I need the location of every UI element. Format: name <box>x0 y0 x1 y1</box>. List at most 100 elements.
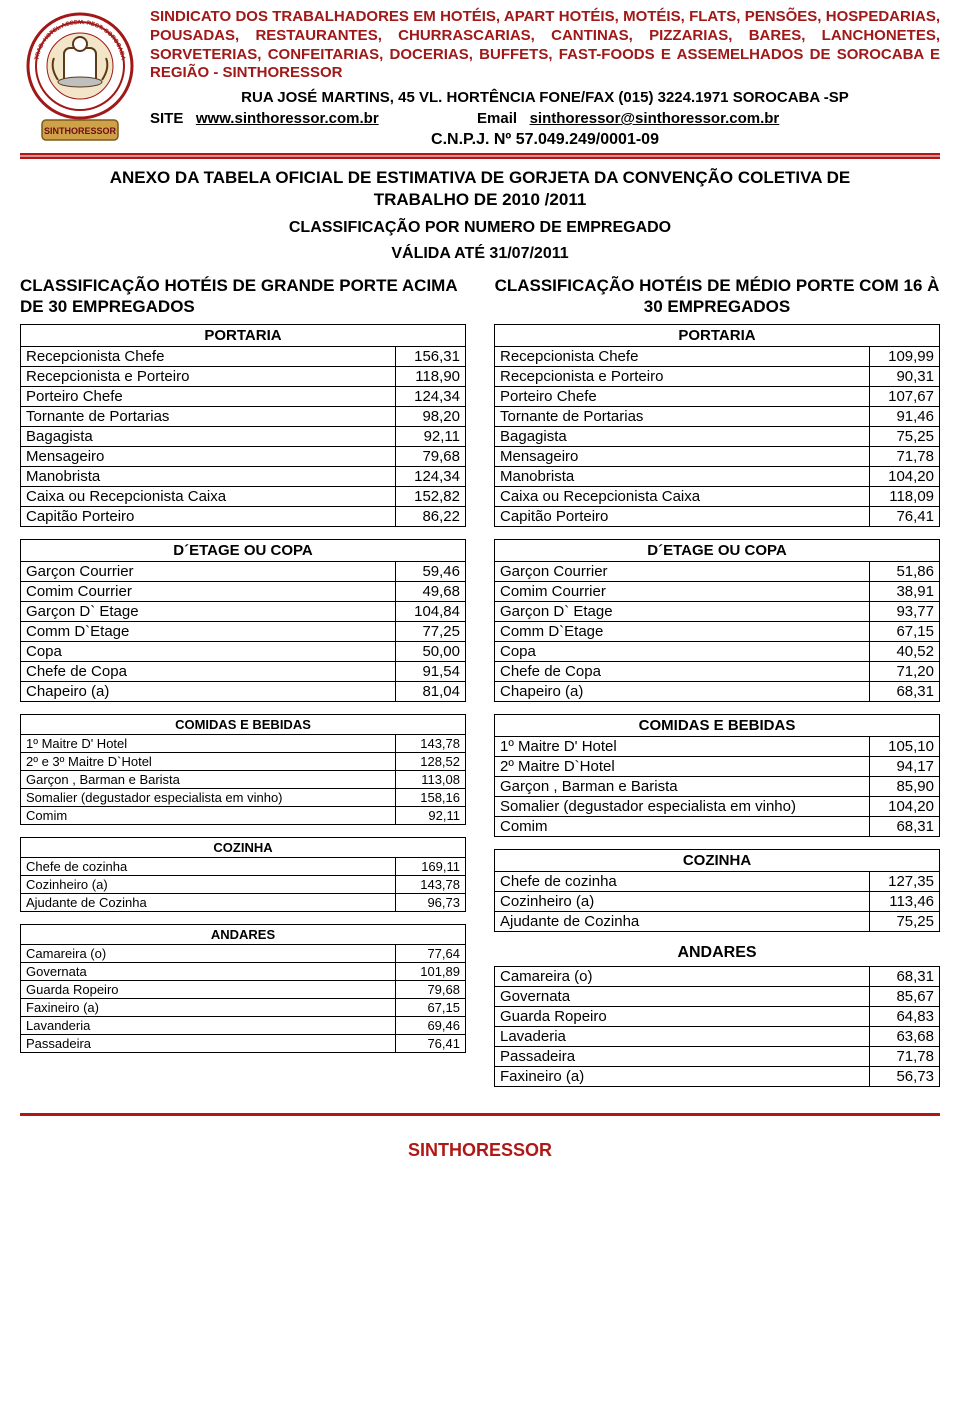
footer-org-name: SINTHORESSOR <box>20 1140 940 1161</box>
table-row: Comm D`Etage77,25 <box>21 621 466 641</box>
table-title: COZINHA <box>495 849 940 871</box>
content-columns: CLASSIFICAÇÃO HOTÉIS DE GRANDE PORTE ACI… <box>20 275 940 1099</box>
row-label: Comm D`Etage <box>495 621 870 641</box>
row-label: Guarda Ropeiro <box>495 1006 870 1026</box>
row-label: Comim Courrier <box>495 581 870 601</box>
row-label: Caixa ou Recepcionista Caixa <box>21 486 396 506</box>
row-value: 51,86 <box>870 561 940 581</box>
row-value: 64,83 <box>870 1006 940 1026</box>
left-cozinha-table: COZINHA Chefe de cozinha169,11Cozinheiro… <box>20 837 466 912</box>
table-row: Faxineiro (a)56,73 <box>495 1066 940 1086</box>
row-value: 143,78 <box>396 875 466 893</box>
row-label: Passadeira <box>21 1034 396 1052</box>
row-label: 1º Maitre D' Hotel <box>21 734 396 752</box>
row-label: Copa <box>21 641 396 661</box>
row-label: Chefe de Copa <box>21 661 396 681</box>
row-label: Faxineiro (a) <box>21 998 396 1016</box>
row-label: Manobrista <box>495 466 870 486</box>
row-value: 113,08 <box>396 770 466 788</box>
right-portaria-table: PORTARIA Recepcionista Chefe109,99Recepc… <box>494 324 940 527</box>
table-row: 1º Maitre D' Hotel105,10 <box>495 736 940 756</box>
row-label: Chefe de cozinha <box>495 871 870 891</box>
row-value: 77,64 <box>396 944 466 962</box>
row-label: Garçon Courrier <box>495 561 870 581</box>
row-value: 92,11 <box>396 426 466 446</box>
org-full-name: SINDICATO DOS TRABALHADORES EM HOTÉIS, A… <box>150 8 940 83</box>
table-row: Cozinheiro (a)143,78 <box>21 875 466 893</box>
table-row: Caixa ou Recepcionista Caixa118,09 <box>495 486 940 506</box>
row-label: Somalier (degustador especialista em vin… <box>495 796 870 816</box>
table-row: Garçon Courrier59,46 <box>21 561 466 581</box>
org-cnpj: C.N.P.J. Nº 57.049.249/0001-09 <box>150 131 940 149</box>
table-row: Lavaderia63,68 <box>495 1026 940 1046</box>
row-value: 63,68 <box>870 1026 940 1046</box>
row-value: 79,68 <box>396 980 466 998</box>
row-value: 104,84 <box>396 601 466 621</box>
site-label: SITE <box>150 110 183 127</box>
row-value: 96,73 <box>396 893 466 911</box>
table-row: Faxineiro (a)67,15 <box>21 998 466 1016</box>
table-row: Manobrista104,20 <box>495 466 940 486</box>
row-value: 105,10 <box>870 736 940 756</box>
email-address[interactable]: sinthoressor@sinthoressor.com.br <box>530 110 780 127</box>
row-value: 71,78 <box>870 446 940 466</box>
table-title: D´ETAGE OU COPA <box>495 539 940 561</box>
org-address: RUA JOSÉ MARTINS, 45 VL. HORTÊNCIA FONE/… <box>150 89 940 106</box>
table-row: Caixa ou Recepcionista Caixa152,82 <box>21 486 466 506</box>
org-site-line: SITE www.sinthoressor.com.br Email sinth… <box>150 110 940 127</box>
row-label: Lavaderia <box>495 1026 870 1046</box>
row-label: Recepcionista Chefe <box>21 346 396 366</box>
row-label: Manobrista <box>21 466 396 486</box>
row-value: 76,41 <box>870 506 940 526</box>
row-label: Recepcionista Chefe <box>495 346 870 366</box>
row-label: Garçon , Barman e Barista <box>495 776 870 796</box>
row-label: Lavanderia <box>21 1016 396 1034</box>
row-label: Recepcionista e Porteiro <box>495 366 870 386</box>
table-row: Chapeiro (a)81,04 <box>21 681 466 701</box>
row-value: 59,46 <box>396 561 466 581</box>
org-logo: SINTHORESSOR TRAB. HOTEL ASSEM. REST. SO… <box>20 8 140 148</box>
table-row: Comm D`Etage67,15 <box>495 621 940 641</box>
row-value: 68,31 <box>870 681 940 701</box>
row-label: Tornante de Portarias <box>21 406 396 426</box>
footer-divider <box>20 1113 940 1116</box>
row-label: Guarda Ropeiro <box>21 980 396 998</box>
table-row: Recepcionista e Porteiro90,31 <box>495 366 940 386</box>
table-row: Bagagista92,11 <box>21 426 466 446</box>
row-value: 98,20 <box>396 406 466 426</box>
row-label: Chefe de Copa <box>495 661 870 681</box>
row-label: Chefe de cozinha <box>21 857 396 875</box>
row-value: 107,67 <box>870 386 940 406</box>
row-label: Copa <box>495 641 870 661</box>
row-value: 158,16 <box>396 788 466 806</box>
table-row: Passadeira71,78 <box>495 1046 940 1066</box>
site-url[interactable]: www.sinthoressor.com.br <box>196 110 379 127</box>
validity-date: VÁLIDA ATÉ 31/07/2011 <box>20 245 940 263</box>
row-value: 152,82 <box>396 486 466 506</box>
right-etage-table: D´ETAGE OU COPA Garçon Courrier51,86Comi… <box>494 539 940 702</box>
document-title: ANEXO DA TABELA OFICIAL DE ESTIMATIVA DE… <box>60 167 900 211</box>
table-row: Porteiro Chefe107,67 <box>495 386 940 406</box>
table-title: COZINHA <box>21 837 466 857</box>
row-label: 1º Maitre D' Hotel <box>495 736 870 756</box>
row-label: 2º e 3º Maitre D`Hotel <box>21 752 396 770</box>
row-value: 86,22 <box>396 506 466 526</box>
row-label: Chapeiro (a) <box>21 681 396 701</box>
table-row: Bagagista75,25 <box>495 426 940 446</box>
table-row: Garçon Courrier51,86 <box>495 561 940 581</box>
row-value: 56,73 <box>870 1066 940 1086</box>
table-row: Somalier (degustador especialista em vin… <box>21 788 466 806</box>
right-comidas-table: COMIDAS E BEBIDAS 1º Maitre D' Hotel105,… <box>494 714 940 837</box>
row-label: Garçon Courrier <box>21 561 396 581</box>
row-label: Porteiro Chefe <box>495 386 870 406</box>
row-value: 40,52 <box>870 641 940 661</box>
row-value: 104,20 <box>870 796 940 816</box>
table-row: Capitão Porteiro86,22 <box>21 506 466 526</box>
table-row: Governata85,67 <box>495 986 940 1006</box>
row-value: 79,68 <box>396 446 466 466</box>
table-row: Lavanderia69,46 <box>21 1016 466 1034</box>
table-row: Cozinheiro (a)113,46 <box>495 891 940 911</box>
row-label: Cozinheiro (a) <box>21 875 396 893</box>
table-row: Chefe de cozinha169,11 <box>21 857 466 875</box>
row-value: 124,34 <box>396 466 466 486</box>
